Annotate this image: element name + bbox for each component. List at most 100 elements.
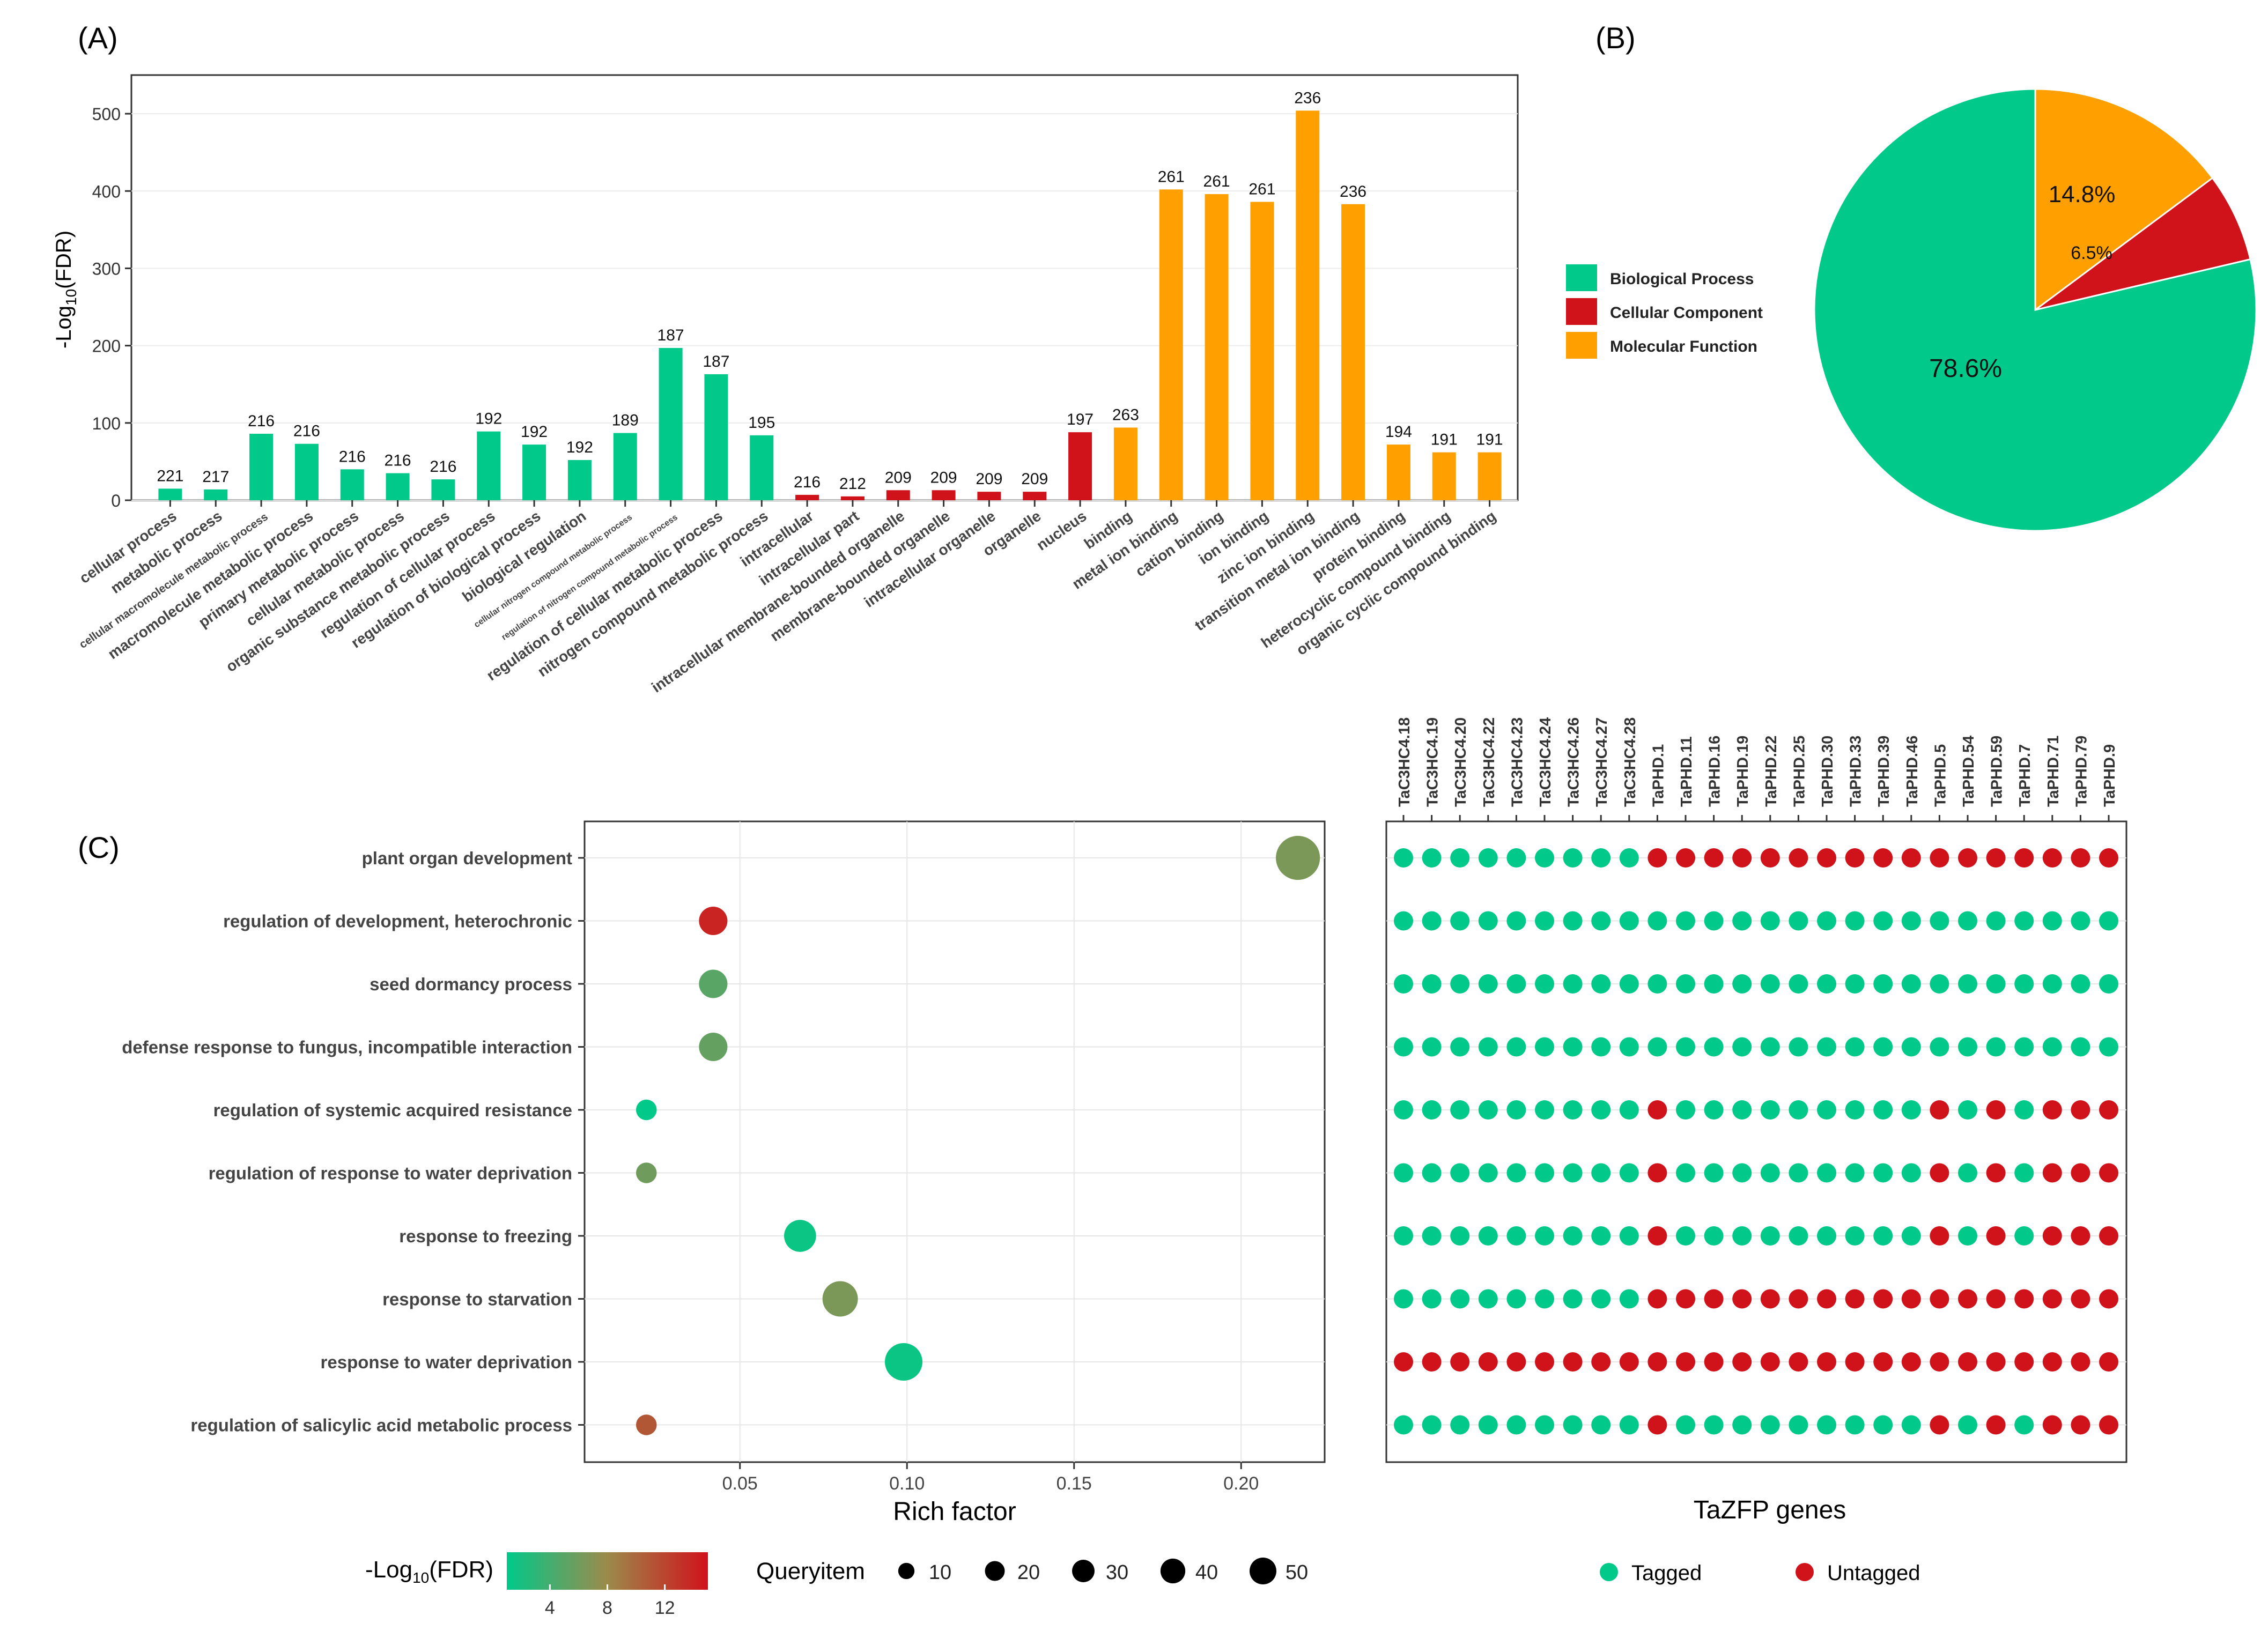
- tagged-dot: [1873, 974, 1893, 994]
- untagged-dot: [1901, 1289, 1921, 1309]
- tagged-dot: [2014, 1226, 2034, 1246]
- bar-value-label: 191: [1476, 431, 1503, 449]
- dot-plot-term-labels: plant organ development regulation of dev…: [122, 848, 585, 1435]
- term-label: response to starvation: [382, 1289, 572, 1309]
- untagged-dot: [1958, 848, 1977, 868]
- untagged-dot: [1873, 1352, 1893, 1372]
- tagged-dot: [1478, 974, 1498, 994]
- tagged-dot: [1563, 1100, 1583, 1120]
- bar: [613, 433, 637, 500]
- tagged-dot: [1535, 1289, 1554, 1309]
- tagged-dot: [1535, 1415, 1554, 1435]
- tagged-dot: [1478, 1163, 1498, 1183]
- bar-value-label: 236: [1294, 89, 1321, 107]
- untagged-dot: [1789, 1289, 1808, 1309]
- tagged-legend-label: Tagged: [1631, 1561, 1702, 1585]
- untagged-dot: [1648, 1100, 1667, 1120]
- tagged-dot: [1676, 1226, 1695, 1246]
- tagged-dot: [2014, 911, 2034, 931]
- tagged-dot: [1901, 1100, 1921, 1120]
- tagged-dot: [2014, 1100, 2034, 1120]
- bar-value-label: 192: [475, 410, 502, 428]
- tagged-dot: [1901, 1037, 1921, 1057]
- gene-label: TaPHD.25: [1791, 736, 1808, 807]
- tagged-dot: [1704, 1226, 1724, 1246]
- untagged-dot: [2071, 1352, 2090, 1372]
- tagged-dot: [1422, 1100, 1442, 1120]
- y-tick-label: 500: [92, 105, 121, 124]
- untagged-dot: [1817, 1289, 1836, 1309]
- tagged-dot: [1958, 911, 1977, 931]
- gene-label: TaPHD.16: [1706, 736, 1724, 807]
- bar-value-label: 236: [1340, 183, 1366, 201]
- bar-value-label: 212: [839, 475, 866, 493]
- untagged-dot: [1817, 1352, 1836, 1372]
- untagged-dot: [1648, 1352, 1667, 1372]
- tagged-dot: [2071, 1037, 2090, 1057]
- tagged-dot: [1394, 848, 1413, 868]
- term-label: response to freezing: [399, 1226, 572, 1246]
- untagged-dot: [2042, 1352, 2062, 1372]
- tagged-dot: [1648, 974, 1667, 994]
- tagged-dot: [1422, 1037, 1442, 1057]
- gene-matrix-column-labels: TaC3HC4.18 TaC3HC4.19 TaC3HC4.20 TaC3HC4.22…: [1396, 717, 2118, 821]
- untagged-dot: [1845, 1289, 1865, 1309]
- color-legend-ticks: 4 8 12: [545, 1584, 675, 1618]
- untagged-legend-dot: [1796, 1563, 1814, 1581]
- tagged-dot: [2042, 1037, 2062, 1057]
- bar: [1205, 194, 1229, 500]
- tagged-dot: [1789, 1163, 1808, 1183]
- tagged-dot: [1394, 1289, 1413, 1309]
- size-legend-label: 30: [1106, 1561, 1128, 1584]
- tagged-dot: [2014, 1037, 2034, 1057]
- tagged-dot: [1506, 1037, 1526, 1057]
- bar: [659, 347, 683, 500]
- tagged-dot: [1394, 1163, 1413, 1183]
- size-legend-dot: [1160, 1558, 1186, 1584]
- tagged-dot: [1704, 1163, 1724, 1183]
- tagged-dot: [1958, 1100, 1977, 1120]
- bar: [431, 479, 455, 500]
- size-legend-label: 10: [929, 1561, 951, 1584]
- size-legend-dot: [898, 1562, 915, 1580]
- tagged-dot: [1591, 848, 1611, 868]
- untagged-dot: [1760, 1352, 1780, 1372]
- bar-value-label: 197: [1067, 411, 1094, 428]
- tagged-dot: [1394, 1415, 1413, 1435]
- tagged-dot: [1478, 1226, 1498, 1246]
- untagged-legend-label: Untagged: [1827, 1561, 1920, 1585]
- x-tick-label: 0.05: [722, 1473, 758, 1494]
- tagged-dot: [1506, 911, 1526, 931]
- untagged-dot: [1901, 1352, 1921, 1372]
- tagged-dot: [1535, 974, 1554, 994]
- untagged-dot: [1732, 1352, 1752, 1372]
- tagged-dot: [1478, 1100, 1498, 1120]
- tag-legend: Tagged Untagged: [1600, 1561, 1920, 1585]
- bar-value-label: 195: [748, 414, 775, 432]
- tagged-dot: [1676, 1163, 1695, 1183]
- bar: [522, 444, 546, 500]
- untagged-dot: [2099, 1352, 2118, 1372]
- gene-label: TaC3HC4.28: [1622, 717, 1639, 807]
- tagged-dot: [1732, 974, 1752, 994]
- dot-plot-x-title: Rich factor: [893, 1498, 1016, 1526]
- untagged-dot: [1591, 1352, 1611, 1372]
- tagged-dot: [1619, 1226, 1639, 1246]
- bar: [1159, 189, 1183, 500]
- untagged-dot: [2099, 1289, 2118, 1309]
- untagged-dot: [1958, 1289, 1977, 1309]
- tagged-dot: [1422, 848, 1442, 868]
- legend-swatch: [1566, 298, 1597, 325]
- tagged-dot: [1732, 1415, 1752, 1435]
- tagged-dot: [1506, 1415, 1526, 1435]
- tagged-dot: [1958, 1226, 1977, 1246]
- untagged-dot: [1986, 1163, 2006, 1183]
- untagged-dot: [1789, 1352, 1808, 1372]
- bar-value-label: 216: [385, 452, 411, 470]
- tagged-dot: [1789, 1415, 1808, 1435]
- gene-label: TaC3HC4.27: [1593, 717, 1610, 807]
- tagged-dot: [1506, 848, 1526, 868]
- untagged-dot: [1986, 1415, 2006, 1435]
- bar: [1432, 452, 1456, 500]
